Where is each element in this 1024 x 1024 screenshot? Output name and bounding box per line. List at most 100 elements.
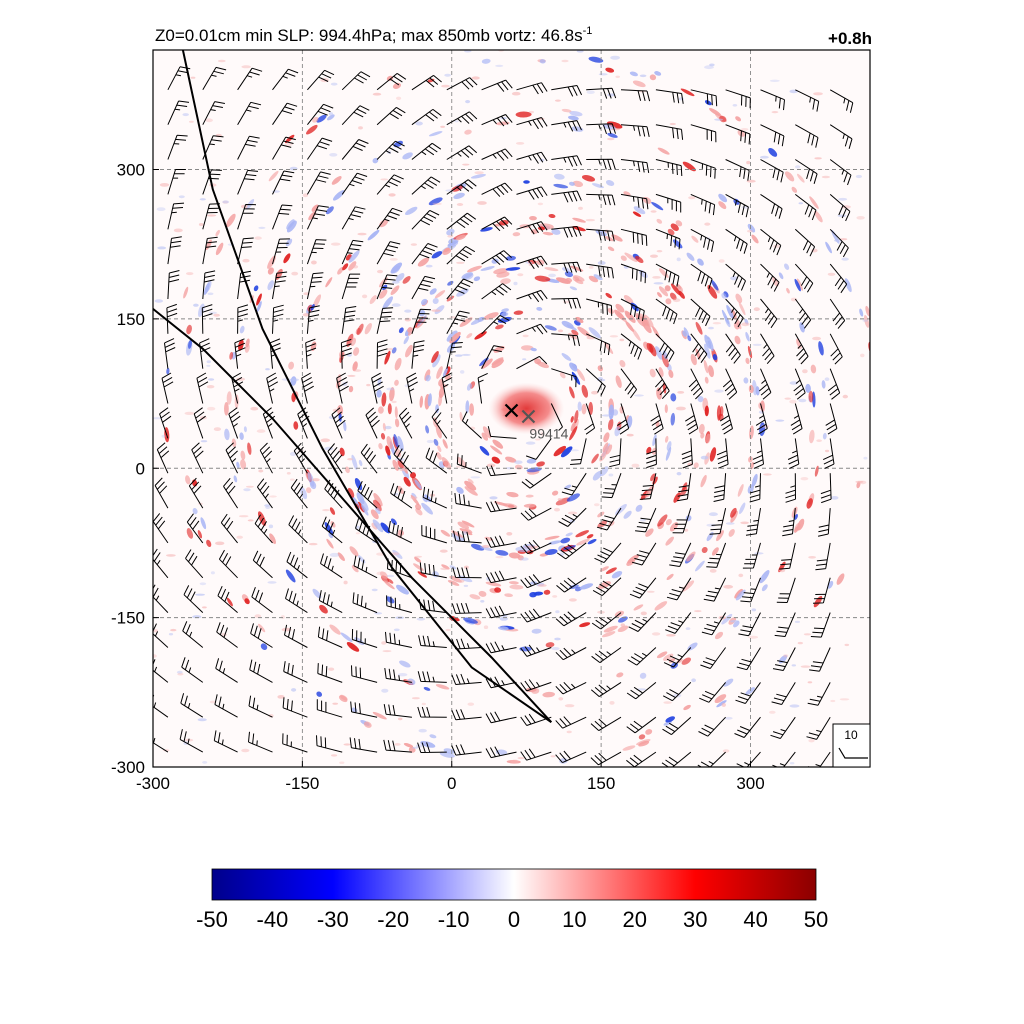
vorticity-patch: [716, 700, 727, 708]
vorticity-patch: [392, 549, 403, 559]
vorticity-patch: [769, 79, 780, 83]
vorticity-patch: [752, 380, 757, 396]
vorticity-patch: [534, 358, 542, 365]
vorticity-patch: [491, 258, 499, 264]
vorticity-patch: [402, 152, 413, 160]
vorticity-patch: [435, 684, 450, 690]
vorticity-patch: [405, 344, 413, 358]
vorticity-patch: [505, 267, 521, 271]
vorticity-patch: [623, 295, 634, 305]
wind-barb: [216, 622, 238, 648]
vorticity-patch: [410, 472, 416, 479]
plot-frame: [152, 49, 871, 768]
vorticity-patch: [354, 477, 363, 491]
vorticity-patch: [714, 389, 724, 393]
vorticity-patch: [635, 255, 644, 264]
vorticity-patch: [325, 277, 333, 288]
wind-barb: [815, 542, 831, 571]
vorticity-patch: [558, 697, 564, 701]
vorticity-patch: [277, 695, 285, 699]
wind-barb: [655, 368, 670, 400]
vorticity-patch: [771, 111, 779, 114]
wind-barb: [620, 124, 650, 138]
wind-barb: [782, 508, 796, 537]
vorticity-patch: [421, 702, 426, 706]
vorticity-patch: [185, 475, 191, 485]
vorticity-patch: [370, 509, 379, 520]
chart-title: Z0=0.01cm min SLP: 994.4hPa; max 850mb v…: [155, 25, 592, 45]
wind-barb: [237, 169, 259, 195]
vorticity-patch: [561, 59, 569, 63]
vorticity-patch: [708, 107, 722, 117]
vorticity-patch: [803, 633, 812, 636]
wind-barb: [699, 682, 726, 703]
wind-barb: [481, 345, 504, 369]
wind-barb: [306, 272, 324, 300]
vorticity-patch: [453, 192, 465, 199]
vorticity-patch: [398, 327, 404, 334]
vorticity-patch: [375, 507, 381, 515]
vorticity-patch: [685, 627, 691, 630]
vorticity-patch: [459, 411, 463, 422]
wind-barb: [351, 665, 378, 683]
wind-barb: [551, 190, 582, 203]
wind-barb: [521, 472, 552, 489]
vorticity-patch: [326, 538, 334, 549]
vorticity-patch: [394, 418, 400, 428]
vorticity-patch: [454, 354, 463, 357]
vorticity-patch: [842, 394, 848, 399]
vorticity-patch: [508, 581, 519, 585]
wind-barb: [635, 507, 657, 533]
vorticity-patch: [544, 267, 559, 272]
vorticity-patch: [442, 367, 448, 377]
wind-barb: [202, 135, 224, 160]
vorticity-patch: [329, 624, 341, 635]
vorticity-patch: [704, 376, 709, 384]
wind-barb: [306, 205, 329, 230]
wind-barb: [256, 478, 273, 509]
wind-barb: [779, 542, 796, 570]
wind-barb: [590, 681, 622, 698]
wind-barb: [620, 298, 645, 322]
vorticity-patch: [864, 314, 870, 328]
vorticity-patch: [435, 404, 440, 414]
vorticity-patch: [656, 651, 668, 659]
wind-barb: [690, 124, 717, 143]
vorticity-patch: [567, 115, 579, 121]
vorticity-patch: [200, 440, 208, 443]
storm-markers: 99414: [504, 403, 569, 441]
vorticity-patch: [463, 617, 478, 624]
vorticity-patch: [206, 214, 217, 217]
vorticity-patch: [579, 583, 594, 590]
vorticity-patch: [602, 442, 609, 453]
wind-barb: [609, 438, 622, 468]
vorticity-patch: [640, 611, 647, 616]
vorticity-patch: [529, 110, 534, 114]
vorticity-patch: [712, 322, 722, 325]
vorticity-patch: [418, 728, 427, 733]
wind-barb: [709, 507, 727, 535]
wind-barb: [481, 283, 512, 300]
wind-barbs: [153, 66, 854, 767]
wind-barb: [639, 473, 657, 500]
vorticity-patch: [254, 614, 262, 618]
wind-barb: [284, 624, 308, 648]
wind-barb: [355, 518, 378, 544]
wind-barb: [690, 89, 718, 107]
vorticity-patch: [639, 672, 647, 679]
vorticity-patch: [599, 566, 609, 572]
vorticity-patch: [605, 67, 615, 73]
vorticity-patch: [726, 304, 734, 320]
wind-barb: [626, 716, 657, 734]
wind-barb: [341, 71, 371, 91]
vorticity-patch: [265, 368, 270, 371]
vorticity-patch: [506, 491, 519, 498]
wind-barb: [585, 333, 611, 356]
vorticity-patch: [229, 351, 234, 360]
vorticity-patch: [256, 293, 262, 306]
x-axis: -300 -150 0 150 300: [136, 761, 765, 793]
wind-barb: [655, 298, 678, 325]
vorticity-patch: [485, 581, 502, 587]
vorticity-patch: [645, 729, 653, 735]
vorticity-patch: [709, 447, 717, 462]
